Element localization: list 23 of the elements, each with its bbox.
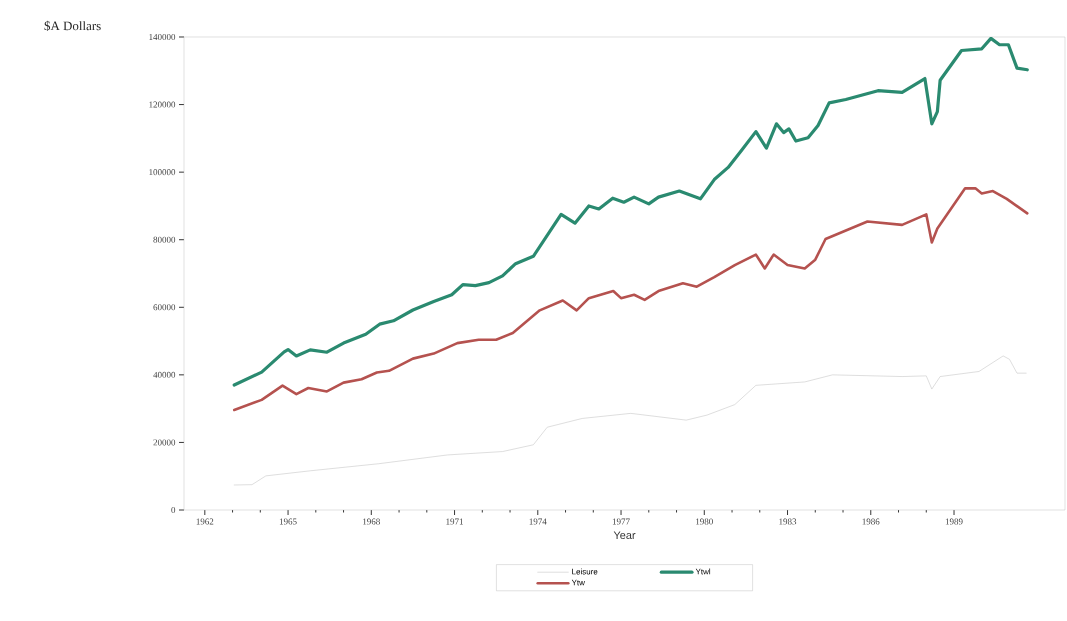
y-tick-label: 0 xyxy=(171,506,176,514)
x-tick-label: 1989 xyxy=(945,518,963,525)
y-tick-label: 20000 xyxy=(153,439,176,446)
x-tick-label: 1983 xyxy=(779,518,797,525)
x-tick-label: 1980 xyxy=(696,518,713,525)
x-tick-label: 1977 xyxy=(612,518,630,525)
x-tick-label: 1962 xyxy=(196,518,214,525)
line-series xyxy=(232,37,1029,387)
y-tick-label: 60000 xyxy=(153,304,176,311)
x-axis-title: Year xyxy=(613,531,636,540)
y-tick-label: 100000 xyxy=(149,169,176,176)
y-tick-label: 140000 xyxy=(149,33,176,41)
line-series xyxy=(232,187,1029,412)
y-tick-label: 120000 xyxy=(149,101,176,108)
x-tick-label: 1965 xyxy=(279,518,297,525)
x-tick-label: 1974 xyxy=(529,518,547,525)
line-series xyxy=(233,355,1027,486)
y-tick-label: 80000 xyxy=(153,236,176,243)
y-tick-label: 40000 xyxy=(153,371,176,378)
x-tick-label: 1971 xyxy=(446,518,463,525)
x-tick-label: 1968 xyxy=(363,518,380,525)
y-axis-title: $A Dollars xyxy=(44,20,101,32)
x-tick-label: 1986 xyxy=(862,518,880,525)
